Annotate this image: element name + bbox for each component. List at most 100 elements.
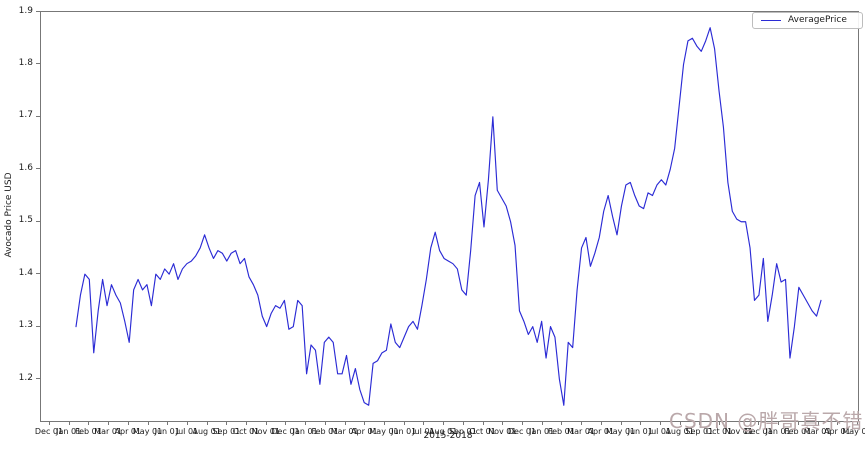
x-tick-label: Dec 01 (271, 427, 300, 436)
x-tick-mark (167, 421, 169, 425)
x-axis-title: 2015-2018 (423, 431, 473, 441)
x-tick-mark (482, 421, 484, 425)
y-tick-label: 1.7 (18, 110, 33, 121)
x-tick-label: Jan 01 (56, 427, 82, 436)
legend-box: AveragePrice (752, 12, 863, 29)
x-tick-mark (443, 421, 445, 425)
x-tick-mark (561, 421, 563, 425)
y-tick-label: 1.5 (18, 215, 33, 226)
x-tick-label: May 01 (842, 427, 865, 436)
x-tick-mark (246, 421, 248, 425)
x-tick-mark (127, 421, 129, 425)
x-tick-mark (147, 421, 149, 425)
y-tick-mark (36, 325, 40, 327)
y-tick-mark (36, 11, 40, 12)
y-tick-mark (36, 115, 40, 117)
x-tick-mark (541, 421, 543, 425)
x-tick-mark (265, 421, 267, 425)
legend-line-sample-icon (761, 20, 781, 21)
x-tick-mark (738, 421, 740, 425)
x-tick-label: Nov 01 (251, 427, 280, 436)
y-tick-label: 1.2 (18, 372, 33, 383)
x-tick-mark (285, 421, 287, 425)
legend-entry-label: AveragePrice (788, 15, 847, 25)
x-tick-label: Jul 01 (412, 427, 435, 436)
x-tick-mark (88, 421, 90, 425)
x-tick-label: Jun 01 (391, 427, 417, 436)
x-tick-mark (817, 421, 819, 425)
x-tick-mark (797, 421, 799, 425)
x-tick-mark (640, 421, 642, 425)
x-tick-label: Sep 01 (212, 427, 241, 436)
x-tick-mark (462, 421, 464, 425)
x-tick-label: May 01 (369, 427, 399, 436)
x-tick-label: Sep 01 (448, 427, 477, 436)
x-tick-label: Mar 01 (567, 427, 596, 436)
x-tick-label: Jan 01 (529, 427, 555, 436)
x-tick-label: Aug 01 (192, 427, 221, 436)
y-tick-label: 1.3 (18, 320, 33, 331)
x-tick-label: Sep 01 (685, 427, 714, 436)
x-tick-mark (364, 421, 366, 425)
x-tick-label: Apr 01 (351, 427, 378, 436)
x-tick-label: Jun 01 (154, 427, 180, 436)
x-tick-mark (857, 421, 858, 425)
x-tick-mark (679, 421, 681, 425)
x-tick-mark (226, 421, 228, 425)
x-tick-mark (108, 421, 110, 425)
x-tick-mark (620, 421, 622, 425)
x-tick-label: Nov 01 (724, 427, 753, 436)
x-tick-label: Dec 01 (507, 427, 537, 436)
x-tick-label: Aug 01 (428, 427, 458, 436)
x-tick-mark (68, 421, 70, 425)
x-tick-label: Feb 01 (784, 427, 812, 436)
x-tick-mark (403, 421, 405, 425)
x-tick-label: Mar 01 (803, 427, 832, 436)
x-tick-mark (521, 421, 523, 425)
x-tick-label: Mar 01 (330, 427, 359, 436)
x-tick-mark (324, 421, 326, 425)
x-tick-mark (659, 421, 661, 425)
x-tick-label: Apr 01 (824, 427, 851, 436)
x-tick-mark (719, 421, 721, 425)
y-tick-mark (36, 220, 40, 222)
x-tick-label: Apr 01 (587, 427, 615, 436)
x-tick-label: May 01 (605, 427, 636, 436)
x-tick-label: Jul 01 (648, 427, 672, 436)
x-tick-label: Jan 01 (765, 427, 791, 436)
x-tick-label: Oct 01 (469, 427, 496, 436)
price-line-plot (75, 27, 822, 406)
y-tick-label: 1.6 (18, 162, 33, 173)
x-tick-mark (581, 421, 583, 425)
average-price-line (75, 27, 822, 406)
x-tick-label: Feb 01 (74, 427, 102, 436)
x-tick-label: Aug 01 (665, 427, 694, 436)
y-tick-mark (36, 273, 40, 275)
x-tick-label: Feb 01 (547, 427, 575, 436)
x-tick-label: May 01 (132, 427, 163, 436)
x-tick-label: Nov 01 (488, 427, 517, 436)
x-tick-mark (600, 421, 602, 425)
x-tick-mark (49, 421, 50, 425)
plot-area (40, 11, 859, 422)
x-tick-mark (186, 421, 188, 425)
y-tick-mark (36, 63, 40, 65)
x-tick-mark (344, 421, 346, 425)
x-tick-label: Dec 01 (744, 427, 773, 436)
x-tick-label: Oct 01 (705, 427, 733, 436)
x-tick-mark (837, 421, 839, 425)
x-tick-mark (778, 421, 780, 425)
x-tick-mark (384, 421, 386, 425)
y-tick-label: 1.9 (18, 5, 33, 16)
x-tick-label: Jul 01 (175, 427, 199, 436)
x-tick-mark (758, 421, 760, 425)
x-tick-mark (305, 421, 307, 425)
x-tick-label: Jan 01 (292, 427, 318, 436)
x-tick-label: Dec 01 (34, 427, 64, 436)
x-tick-label: Apr 01 (114, 427, 142, 436)
y-tick-mark (36, 168, 40, 170)
x-tick-label: Jun 01 (627, 427, 653, 436)
x-tick-label: Feb 01 (311, 427, 339, 436)
x-tick-mark (502, 421, 504, 425)
